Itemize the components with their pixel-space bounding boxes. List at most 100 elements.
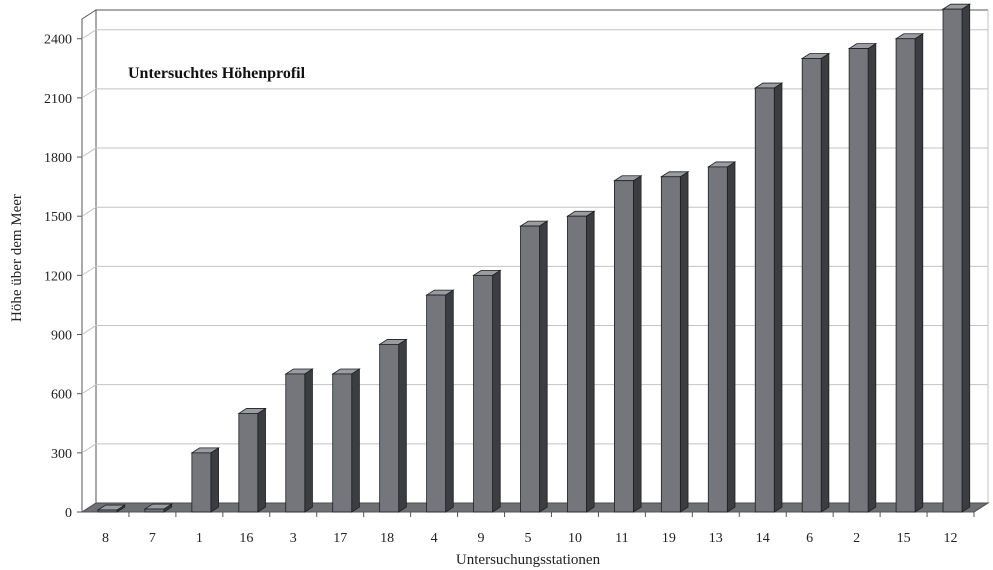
- bar-13: [706, 161, 737, 513]
- x-tick-label: 12: [944, 531, 958, 546]
- bar-front: [285, 373, 306, 513]
- bar-front: [97, 509, 118, 513]
- bar-5: [519, 220, 549, 513]
- x-tick-label: 19: [662, 531, 676, 546]
- gridline: [81, 88, 988, 99]
- bar-16: [237, 407, 267, 513]
- y-tick-label: 300: [51, 447, 72, 462]
- x-tick-label: 14: [756, 531, 770, 546]
- bar-11: [613, 175, 643, 513]
- bar-19: [659, 171, 690, 513]
- bar-2: [847, 42, 878, 513]
- bar-side: [257, 407, 266, 513]
- x-tick-label: 4: [431, 531, 438, 546]
- x-tick-label: 5: [525, 531, 532, 546]
- x-tick-label: 3: [290, 531, 297, 546]
- bar-front: [707, 166, 728, 513]
- y-tick-label: 1800: [44, 151, 72, 166]
- x-tick-label: 8: [102, 531, 109, 546]
- bar-17: [331, 368, 361, 513]
- bar-front: [613, 180, 634, 513]
- bar-6: [800, 52, 831, 513]
- bar-10: [566, 210, 596, 513]
- bar-front: [426, 294, 447, 513]
- bar-18: [378, 338, 408, 513]
- bar-9: [472, 269, 502, 513]
- bar-side: [351, 368, 360, 513]
- bar-side: [679, 171, 689, 513]
- gridline: [81, 206, 988, 217]
- bar-12: [941, 3, 972, 513]
- bar-side: [539, 220, 548, 513]
- bar-4: [425, 289, 455, 513]
- gridline: [81, 29, 988, 40]
- y-tick-label: 900: [51, 329, 72, 344]
- bar-side: [773, 82, 783, 513]
- x-axis-title: Untersuchungsstationen: [456, 552, 601, 568]
- bar-1: [190, 447, 220, 513]
- bar-front: [238, 412, 259, 513]
- bar-side: [914, 33, 924, 513]
- y-tick-labels: 0 300 600 900 1200 1500 1800 2100 2400: [44, 33, 72, 521]
- y-tick-label: 1500: [44, 210, 72, 225]
- bar-front: [567, 215, 587, 513]
- bar-front: [379, 343, 400, 513]
- bar-side: [586, 210, 595, 513]
- bar-side: [726, 161, 736, 513]
- bar-side: [210, 447, 219, 513]
- bar-side: [632, 175, 642, 513]
- gridline: [81, 443, 988, 454]
- bar-side: [492, 269, 501, 513]
- bar-side: [820, 52, 830, 513]
- chart-frame: [81, 9, 988, 512]
- bars-group: [96, 3, 972, 513]
- bar-front: [144, 508, 165, 513]
- x-tick-label: 18: [380, 531, 394, 546]
- x-tick-label: 15: [897, 531, 911, 546]
- bar-front: [473, 274, 493, 513]
- x-tick-labels: 8 7 1 16 3 17 18 4 9 5 10 11 19 13 14 6 2 15 12: [102, 512, 975, 546]
- bar-front: [332, 373, 353, 513]
- x-tick-label: 9: [478, 531, 485, 546]
- gridline: [81, 147, 988, 158]
- bar-front: [848, 48, 869, 513]
- y-tick-label: 0: [65, 506, 72, 521]
- bar-15: [894, 33, 925, 513]
- x-tick-label: 16: [239, 531, 253, 546]
- bar-3: [284, 368, 314, 513]
- bar-side: [867, 42, 877, 513]
- chart-annotation: Untersuchtes Höhenprofil: [128, 65, 306, 82]
- y-tick-label: 2400: [44, 33, 72, 48]
- y-tick-label: 2100: [44, 92, 72, 107]
- x-tick-label: 1: [196, 531, 203, 546]
- bar-side: [398, 338, 407, 513]
- grid-group: [77, 9, 989, 513]
- bar-8: [96, 504, 127, 513]
- y-tick-label: 1200: [44, 269, 72, 284]
- bar-front: [660, 176, 681, 513]
- bar-front: [520, 225, 540, 513]
- bar-front: [801, 58, 822, 513]
- x-tick-label: 2: [853, 531, 860, 546]
- x-tick-label: 11: [615, 531, 628, 546]
- bar-side: [304, 368, 313, 513]
- x-tick-label: 13: [709, 531, 723, 546]
- bar-14: [753, 82, 784, 513]
- x-tick-label: 7: [149, 531, 156, 546]
- gridline: [81, 384, 988, 395]
- y-tick-label: 600: [51, 388, 72, 403]
- bar-side: [961, 3, 971, 513]
- y-axis-title: Höhe über dem Meer: [9, 194, 25, 322]
- bar-front: [942, 8, 963, 513]
- x-tick-label: 17: [333, 531, 347, 546]
- bar-7: [143, 503, 173, 513]
- x-tick-label: 6: [806, 531, 813, 546]
- bar-front: [191, 452, 212, 513]
- bar-side: [445, 289, 454, 513]
- bar-front: [754, 87, 775, 513]
- x-tick-label: 10: [568, 531, 582, 546]
- bar-front: [895, 38, 916, 513]
- gridline: [81, 265, 988, 276]
- gridline: [81, 325, 988, 335]
